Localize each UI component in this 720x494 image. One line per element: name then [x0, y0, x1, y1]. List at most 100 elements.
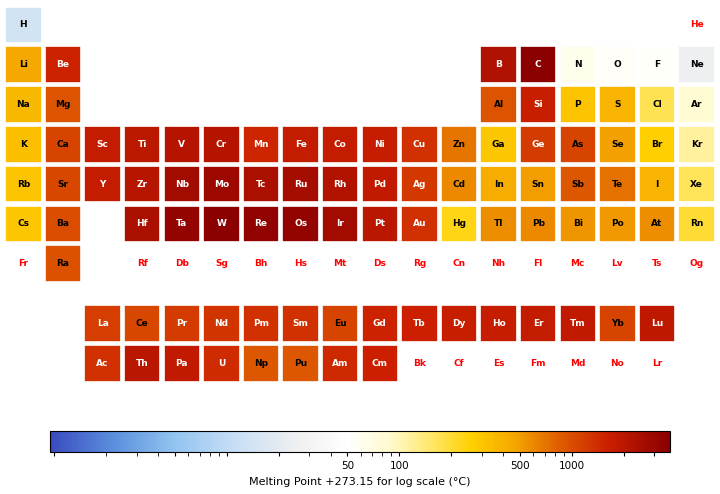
- FancyBboxPatch shape: [203, 126, 240, 163]
- FancyBboxPatch shape: [243, 345, 279, 382]
- FancyBboxPatch shape: [599, 126, 636, 163]
- FancyBboxPatch shape: [243, 166, 279, 203]
- Text: Sc: Sc: [96, 140, 109, 149]
- FancyBboxPatch shape: [243, 206, 279, 242]
- FancyBboxPatch shape: [45, 166, 81, 203]
- Text: Nd: Nd: [215, 319, 228, 328]
- FancyBboxPatch shape: [361, 305, 398, 342]
- FancyBboxPatch shape: [678, 46, 715, 83]
- Text: Li: Li: [19, 60, 28, 69]
- Text: Ca: Ca: [57, 140, 69, 149]
- FancyBboxPatch shape: [45, 126, 81, 163]
- Text: Te: Te: [612, 180, 623, 189]
- FancyBboxPatch shape: [282, 206, 319, 242]
- Text: Ru: Ru: [294, 180, 307, 189]
- FancyBboxPatch shape: [282, 166, 319, 203]
- Text: Sb: Sb: [572, 180, 584, 189]
- Text: Er: Er: [533, 319, 544, 328]
- Text: Ds: Ds: [374, 259, 386, 268]
- Text: Sg: Sg: [215, 259, 228, 268]
- Text: Lu: Lu: [651, 319, 663, 328]
- Text: N: N: [574, 60, 582, 69]
- FancyBboxPatch shape: [322, 305, 359, 342]
- FancyBboxPatch shape: [361, 166, 398, 203]
- FancyBboxPatch shape: [5, 166, 42, 203]
- Text: Cf: Cf: [454, 359, 464, 368]
- Text: Po: Po: [611, 219, 624, 228]
- Text: Th: Th: [136, 359, 148, 368]
- FancyBboxPatch shape: [678, 86, 715, 123]
- Text: No: No: [611, 359, 624, 368]
- FancyBboxPatch shape: [520, 86, 557, 123]
- Text: Hs: Hs: [294, 259, 307, 268]
- FancyBboxPatch shape: [559, 86, 596, 123]
- Text: P: P: [575, 100, 581, 109]
- FancyBboxPatch shape: [401, 305, 438, 342]
- Text: K: K: [20, 140, 27, 149]
- Text: Rh: Rh: [333, 180, 347, 189]
- FancyBboxPatch shape: [480, 46, 517, 83]
- Text: Am: Am: [332, 359, 348, 368]
- Text: Pr: Pr: [176, 319, 187, 328]
- Text: In: In: [494, 180, 503, 189]
- Text: Sn: Sn: [531, 180, 545, 189]
- Text: Co: Co: [334, 140, 346, 149]
- Text: U: U: [217, 359, 225, 368]
- FancyBboxPatch shape: [480, 126, 517, 163]
- FancyBboxPatch shape: [401, 206, 438, 242]
- FancyBboxPatch shape: [84, 166, 121, 203]
- FancyBboxPatch shape: [520, 206, 557, 242]
- Text: Ce: Ce: [136, 319, 148, 328]
- Text: Yb: Yb: [611, 319, 624, 328]
- Text: Md: Md: [570, 359, 585, 368]
- FancyBboxPatch shape: [163, 166, 200, 203]
- Text: O: O: [613, 60, 621, 69]
- FancyBboxPatch shape: [203, 166, 240, 203]
- FancyBboxPatch shape: [163, 345, 200, 382]
- FancyBboxPatch shape: [84, 305, 121, 342]
- Text: Nh: Nh: [492, 259, 505, 268]
- Text: Cn: Cn: [452, 259, 466, 268]
- FancyBboxPatch shape: [639, 305, 675, 342]
- FancyBboxPatch shape: [678, 166, 715, 203]
- Text: Kr: Kr: [691, 140, 702, 149]
- FancyBboxPatch shape: [322, 206, 359, 242]
- FancyBboxPatch shape: [639, 86, 675, 123]
- FancyBboxPatch shape: [203, 345, 240, 382]
- FancyBboxPatch shape: [203, 305, 240, 342]
- Text: Ra: Ra: [56, 259, 70, 268]
- FancyBboxPatch shape: [599, 166, 636, 203]
- FancyBboxPatch shape: [401, 166, 438, 203]
- Text: Os: Os: [294, 219, 307, 228]
- FancyBboxPatch shape: [520, 46, 557, 83]
- FancyBboxPatch shape: [322, 126, 359, 163]
- FancyBboxPatch shape: [678, 206, 715, 242]
- Text: Br: Br: [652, 140, 662, 149]
- FancyBboxPatch shape: [639, 166, 675, 203]
- FancyBboxPatch shape: [203, 206, 240, 242]
- FancyBboxPatch shape: [599, 86, 636, 123]
- FancyBboxPatch shape: [84, 126, 121, 163]
- FancyBboxPatch shape: [559, 206, 596, 242]
- FancyBboxPatch shape: [5, 126, 42, 163]
- Text: Se: Se: [611, 140, 624, 149]
- Text: Pm: Pm: [253, 319, 269, 328]
- Text: Ge: Ge: [531, 140, 545, 149]
- FancyBboxPatch shape: [559, 46, 596, 83]
- FancyBboxPatch shape: [480, 206, 517, 242]
- Text: Ga: Ga: [492, 140, 505, 149]
- Text: Tm: Tm: [570, 319, 585, 328]
- FancyBboxPatch shape: [599, 46, 636, 83]
- FancyBboxPatch shape: [599, 305, 636, 342]
- FancyBboxPatch shape: [639, 206, 675, 242]
- Text: Mo: Mo: [214, 180, 229, 189]
- Text: La: La: [96, 319, 109, 328]
- Text: Au: Au: [413, 219, 426, 228]
- FancyBboxPatch shape: [45, 46, 81, 83]
- FancyBboxPatch shape: [599, 206, 636, 242]
- Text: V: V: [179, 140, 185, 149]
- Text: Cd: Cd: [452, 180, 466, 189]
- Text: Pu: Pu: [294, 359, 307, 368]
- Text: Lr: Lr: [652, 359, 662, 368]
- Text: Bh: Bh: [254, 259, 268, 268]
